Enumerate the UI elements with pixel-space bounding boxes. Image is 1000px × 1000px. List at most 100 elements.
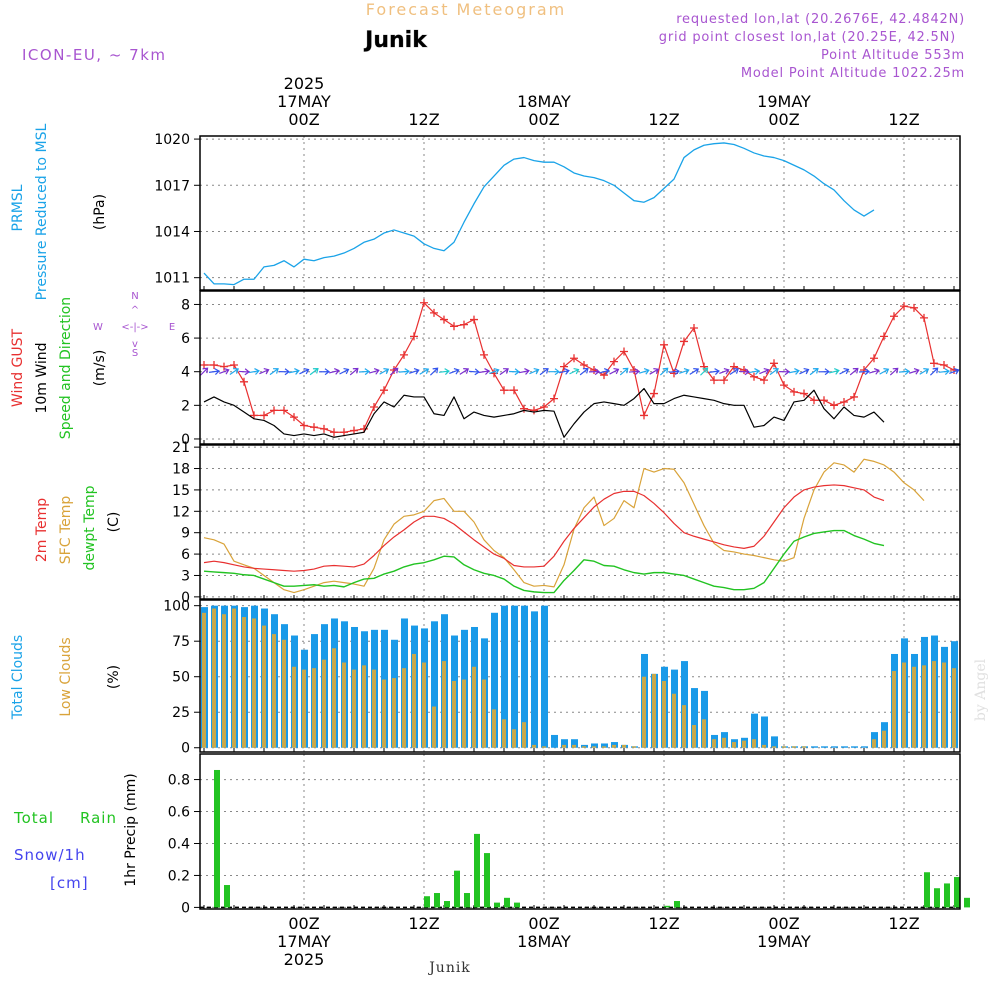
bottom-date-label: 00Z xyxy=(288,914,319,933)
wind-direction-arrow xyxy=(579,367,589,376)
gust-label: Wind GUST xyxy=(10,328,26,407)
wind-direction-arrow xyxy=(459,368,470,375)
gust-marker xyxy=(350,426,358,435)
low-cloud-bar xyxy=(202,612,206,748)
wind-dir-label: Speed and Direction xyxy=(58,297,74,439)
low-cloud-bar xyxy=(362,665,366,748)
top-date-label: 00Z xyxy=(288,110,319,129)
low-cloud-bar xyxy=(342,662,346,748)
wind-direction-arrow xyxy=(329,367,340,375)
total-cloud-bar xyxy=(591,743,598,748)
dewpt-line xyxy=(203,529,885,594)
y-tick-label: 0.2 xyxy=(168,868,190,884)
wind-arrow-shape xyxy=(229,368,239,375)
temp-2m-line xyxy=(203,484,885,572)
bottom-date-label: 19MAY xyxy=(757,932,811,951)
pressure-unit: (hPa) xyxy=(92,194,108,230)
compass-arrows: <-|-> xyxy=(121,322,148,333)
low-cloud-bar xyxy=(502,719,506,748)
low-cloud-bar xyxy=(712,739,716,748)
wind-arrow-shape xyxy=(919,368,930,375)
sfc-temp-line xyxy=(203,458,925,594)
pressure-label-1: PRMSL xyxy=(10,184,26,231)
wind-direction-arrow xyxy=(858,368,870,376)
total-cloud-bar xyxy=(751,713,758,748)
panel-frame xyxy=(199,753,961,910)
wind-arrow-shape xyxy=(748,368,760,375)
wind-direction-arrow xyxy=(299,367,310,375)
low-cloud-bar xyxy=(512,729,516,748)
wind-direction-arrow xyxy=(919,368,930,375)
y-tick-label: 8 xyxy=(181,297,190,313)
wind-arrow-shape xyxy=(668,368,680,376)
precip-rain-label: Rain xyxy=(80,809,117,827)
gust-marker xyxy=(260,411,268,420)
gust-marker xyxy=(520,404,528,413)
total-clouds-label: Total Clouds xyxy=(10,635,26,720)
wind-direction-arrow xyxy=(609,367,620,375)
wind-arrow-shape xyxy=(588,368,600,376)
wind-direction-arrow xyxy=(508,368,520,376)
gust-marker xyxy=(510,386,518,395)
bottom-date-label: 00Z xyxy=(768,914,799,933)
wind-direction-arrow xyxy=(599,367,610,375)
wind-direction-arrow xyxy=(829,367,840,375)
y-tick-label: 0 xyxy=(181,741,190,757)
wind-direction-arrow xyxy=(889,367,899,376)
y-tick-label: 4 xyxy=(181,365,190,381)
y-tick-label: 6 xyxy=(181,331,190,347)
gust-marker xyxy=(450,322,458,331)
wind-direction-arrow xyxy=(898,368,910,376)
gust-marker xyxy=(800,389,808,398)
y-tick-label: 50 xyxy=(172,670,190,686)
low-cloud-bar xyxy=(732,742,736,748)
wind-direction-arrow xyxy=(539,368,549,376)
low-cloud-bar xyxy=(272,634,276,748)
gust-marker xyxy=(700,362,708,371)
low-cloud-bar xyxy=(382,679,386,748)
wind-direction-arrow xyxy=(689,368,700,375)
low-cloud-bar xyxy=(772,746,776,748)
wind-direction-arrow xyxy=(788,368,800,375)
gust-marker xyxy=(560,362,568,371)
wind-arrow-shape xyxy=(489,367,500,375)
gust-marker xyxy=(410,332,418,341)
wind-direction-arrow xyxy=(759,367,770,375)
low-cloud-bar xyxy=(232,608,236,748)
wind-arrow-shape xyxy=(349,367,359,376)
total-cloud-bar xyxy=(521,605,528,748)
wind-arrow-shape xyxy=(208,368,220,375)
wind-arrow-shape xyxy=(788,368,800,375)
wind-arrow-shape xyxy=(309,368,319,376)
wind-arrow-shape xyxy=(529,367,540,375)
wind-direction-arrow xyxy=(259,367,270,375)
gust-marker xyxy=(300,421,308,430)
gust-marker xyxy=(940,360,948,369)
gust-marker xyxy=(870,354,878,363)
wind-direction-arrow xyxy=(248,368,260,375)
low-cloud-bar xyxy=(752,739,756,748)
wind-direction-arrow xyxy=(639,367,650,375)
low-cloud-bar xyxy=(392,678,396,748)
wind-arrow-shape xyxy=(639,367,650,375)
panel-frame xyxy=(199,290,961,445)
wind-direction-arrow xyxy=(849,367,859,376)
low-cloud-bar xyxy=(282,639,286,748)
gust-marker xyxy=(310,423,318,432)
wind-direction-arrow xyxy=(879,368,890,375)
wind-arrow-shape xyxy=(379,368,390,375)
gust-marker xyxy=(660,340,668,349)
wind-direction-arrow xyxy=(489,367,500,375)
gust-marker xyxy=(540,403,548,412)
wind-direction-arrow xyxy=(799,367,810,375)
wind-direction-arrow xyxy=(649,368,660,375)
low-cloud-bar xyxy=(492,709,496,748)
gust-marker xyxy=(640,411,648,420)
gust-marker xyxy=(720,376,728,385)
wind-direction-arrow xyxy=(438,368,450,375)
gust-marker xyxy=(460,320,468,329)
gust-marker xyxy=(790,387,798,396)
point-altitude: Point Altitude 553m xyxy=(821,48,965,63)
low-cloud-bar xyxy=(542,746,546,748)
